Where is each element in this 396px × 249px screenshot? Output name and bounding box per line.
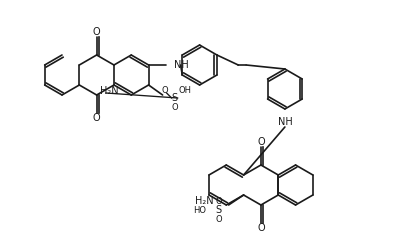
Text: HO: HO [194, 205, 207, 214]
Text: O: O [257, 137, 265, 147]
Text: OH: OH [178, 85, 191, 95]
Text: O: O [93, 113, 101, 123]
Text: O: O [93, 27, 101, 37]
Text: O: O [171, 103, 178, 112]
Text: S: S [171, 93, 178, 103]
Text: NH: NH [278, 117, 292, 127]
Text: O: O [257, 223, 265, 233]
Text: S: S [215, 205, 222, 215]
Text: O: O [161, 85, 168, 95]
Text: H₂N: H₂N [195, 196, 213, 206]
Text: O: O [215, 196, 222, 205]
Text: NH: NH [173, 60, 188, 70]
Text: H₂N: H₂N [100, 86, 118, 96]
Text: O: O [215, 214, 222, 224]
